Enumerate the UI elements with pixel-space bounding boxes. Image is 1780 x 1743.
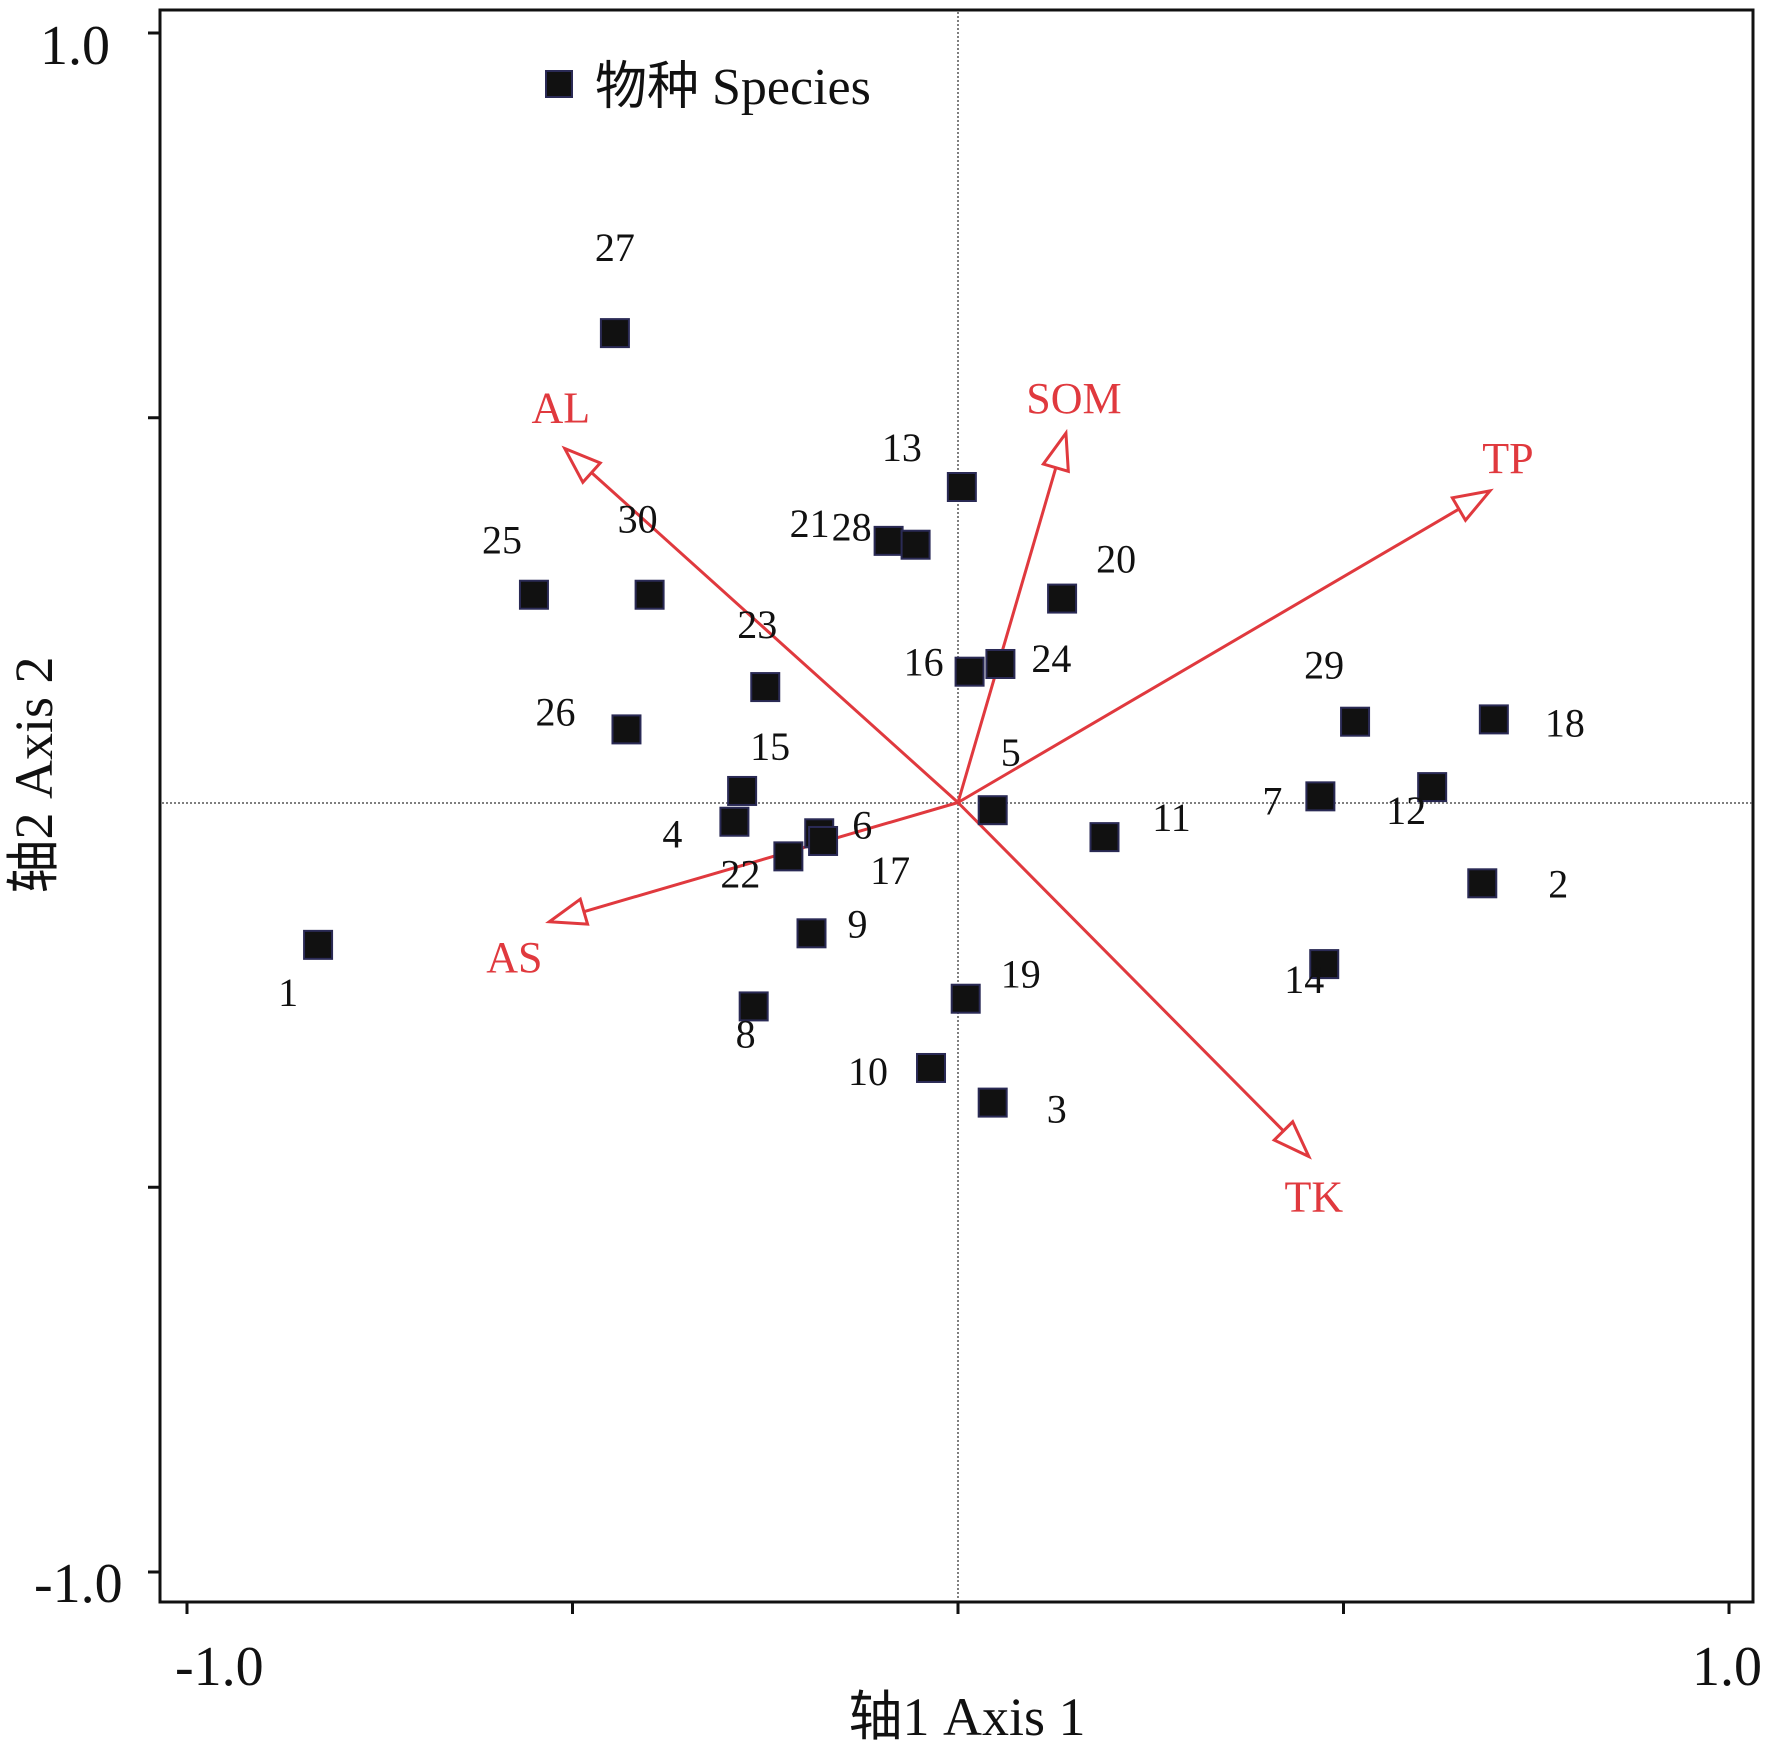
species-label-29: 29 — [1304, 643, 1344, 688]
species-point-13 — [946, 472, 977, 503]
species-point-25 — [518, 579, 549, 610]
x-tick-label-left: -1.0 — [175, 1636, 264, 1698]
species-label-19: 19 — [1001, 952, 1041, 997]
species-point-27 — [599, 318, 630, 349]
y-tick-label-bottom: -1.0 — [34, 1553, 123, 1615]
vector-label-som: SOM — [1026, 374, 1121, 423]
vector-al-arrowhead — [561, 445, 603, 485]
vector-as-shaft — [583, 801, 959, 914]
species-label-5: 5 — [1001, 730, 1021, 775]
species-point-30 — [634, 579, 665, 610]
species-point-11 — [1089, 822, 1120, 853]
species-label-22: 22 — [720, 851, 760, 896]
legend: 物种 Species — [545, 59, 871, 116]
species-point-12 — [1417, 772, 1448, 803]
species-point-15 — [727, 775, 758, 806]
vector-label-al: AL — [531, 384, 590, 433]
species-label-12: 12 — [1386, 788, 1426, 833]
y-tick-label-top: 1.0 — [40, 15, 110, 77]
species-label-10: 10 — [848, 1049, 888, 1094]
species-point-23 — [750, 672, 781, 703]
vector-tk-arrowhead — [1271, 1119, 1312, 1160]
species-label-25: 25 — [482, 518, 522, 563]
vector-som-shaft — [956, 467, 1058, 803]
species-label-6: 6 — [852, 802, 872, 847]
species-point-19 — [950, 983, 981, 1014]
vector-tp-shaft — [957, 507, 1460, 804]
species-point-17 — [808, 825, 839, 856]
species-label-23: 23 — [737, 602, 777, 647]
x-tick-label-right: 1.0 — [1692, 1636, 1762, 1698]
species-label-2: 2 — [1548, 861, 1568, 906]
species-label-24: 24 — [1031, 636, 1071, 681]
species-point-18 — [1478, 704, 1509, 735]
species-label-21: 21 — [790, 501, 830, 546]
species-point-24 — [985, 648, 1016, 679]
species-point-28 — [900, 529, 931, 560]
species-point-29 — [1340, 706, 1371, 737]
vector-as-arrowhead — [545, 896, 590, 926]
legend-marker-square — [545, 70, 573, 98]
species-label-20: 20 — [1096, 537, 1136, 582]
species-point-20 — [1047, 583, 1078, 614]
species-label-18: 18 — [1545, 700, 1585, 745]
species-label-26: 26 — [535, 689, 575, 734]
species-point-5 — [977, 795, 1008, 826]
species-label-4: 4 — [662, 812, 682, 857]
species-label-15: 15 — [750, 724, 790, 769]
y-axis-title: 轴2 Axis 2 — [4, 656, 64, 893]
species-point-2 — [1467, 868, 1498, 899]
species-label-7: 7 — [1262, 778, 1282, 823]
species-label-30: 30 — [618, 497, 658, 542]
species-point-22 — [773, 841, 804, 872]
species-label-8: 8 — [736, 1011, 756, 1056]
species-label-3: 3 — [1047, 1087, 1067, 1132]
species-point-16 — [954, 656, 985, 687]
species-point-1 — [303, 929, 334, 960]
species-label-1: 1 — [278, 970, 298, 1015]
plot-frame — [158, 8, 1755, 1604]
vector-label-tk: TK — [1284, 1172, 1343, 1221]
vector-tp-arrowhead — [1449, 488, 1494, 523]
species-label-14: 14 — [1284, 957, 1324, 1002]
species-label-16: 16 — [904, 640, 944, 685]
x-axis-title: 轴1 Axis 1 — [848, 1687, 1085, 1743]
vector-label-as: AS — [486, 933, 542, 982]
species-point-14 — [1309, 949, 1340, 980]
species-label-27: 27 — [595, 225, 635, 270]
species-point-4 — [719, 806, 750, 837]
species-point-3 — [977, 1087, 1008, 1118]
legend-label: 物种 Species — [595, 59, 871, 116]
species-point-8 — [738, 991, 769, 1022]
species-label-11: 11 — [1152, 795, 1191, 840]
species-point-7 — [1305, 781, 1336, 812]
species-label-13: 13 — [882, 425, 922, 470]
species-label-9: 9 — [848, 901, 868, 946]
species-label-28: 28 — [832, 505, 872, 550]
species-point-26 — [611, 714, 642, 745]
species-label-17: 17 — [870, 848, 910, 893]
vector-al-shaft — [590, 471, 960, 804]
vector-tk-shaft — [956, 801, 1285, 1132]
species-point-10 — [916, 1052, 947, 1083]
species-point-21 — [873, 525, 904, 556]
environment-vectors: AL SOM TP AS TK — [486, 374, 1533, 1221]
vector-label-tp: TP — [1482, 434, 1533, 483]
axis-ticks — [148, 31, 1731, 1614]
vector-som-arrowhead — [1040, 428, 1070, 474]
species-point-9 — [796, 918, 827, 949]
